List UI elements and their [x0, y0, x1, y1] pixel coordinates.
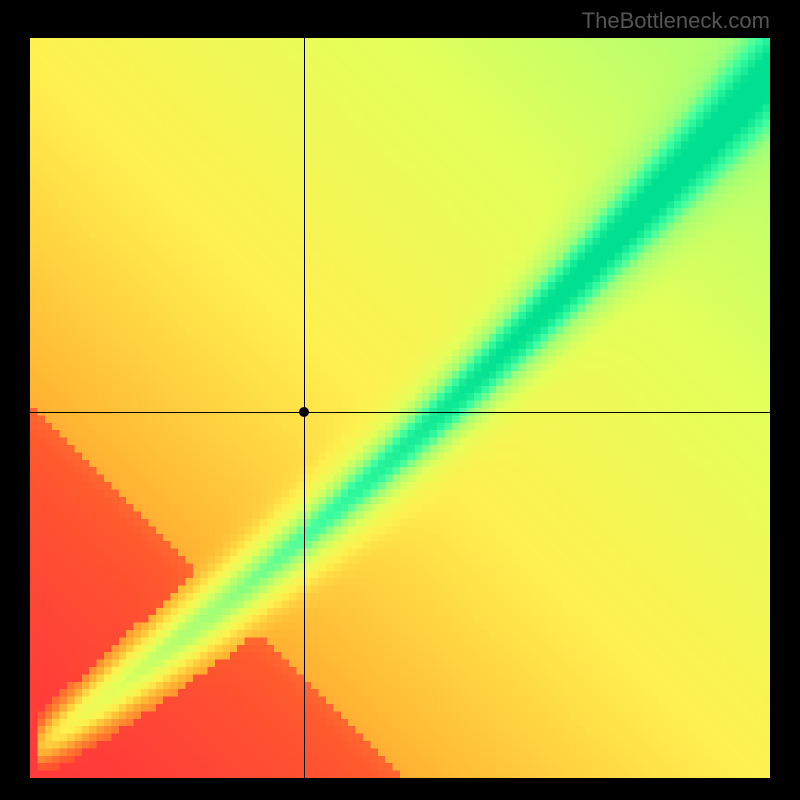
heatmap-plot: [30, 38, 770, 778]
crosshair-dot: [299, 407, 309, 417]
chart-container: TheBottleneck.com: [0, 0, 800, 800]
watermark-text: TheBottleneck.com: [582, 8, 770, 34]
heatmap-canvas: [30, 38, 770, 778]
crosshair-horizontal: [30, 412, 770, 413]
